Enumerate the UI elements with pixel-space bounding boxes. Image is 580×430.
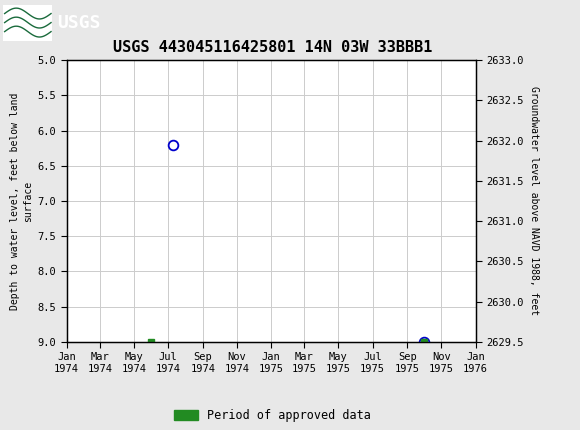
Text: USGS: USGS [57,14,100,31]
Legend: Period of approved data: Period of approved data [174,409,371,422]
Y-axis label: Depth to water level, feet below land
surface: Depth to water level, feet below land su… [10,92,34,310]
Text: USGS 443045116425801 14N 03W 33BBB1: USGS 443045116425801 14N 03W 33BBB1 [113,40,432,55]
Bar [3,4,52,41]
Y-axis label: Groundwater level above NAVD 1988, feet: Groundwater level above NAVD 1988, feet [529,86,539,316]
